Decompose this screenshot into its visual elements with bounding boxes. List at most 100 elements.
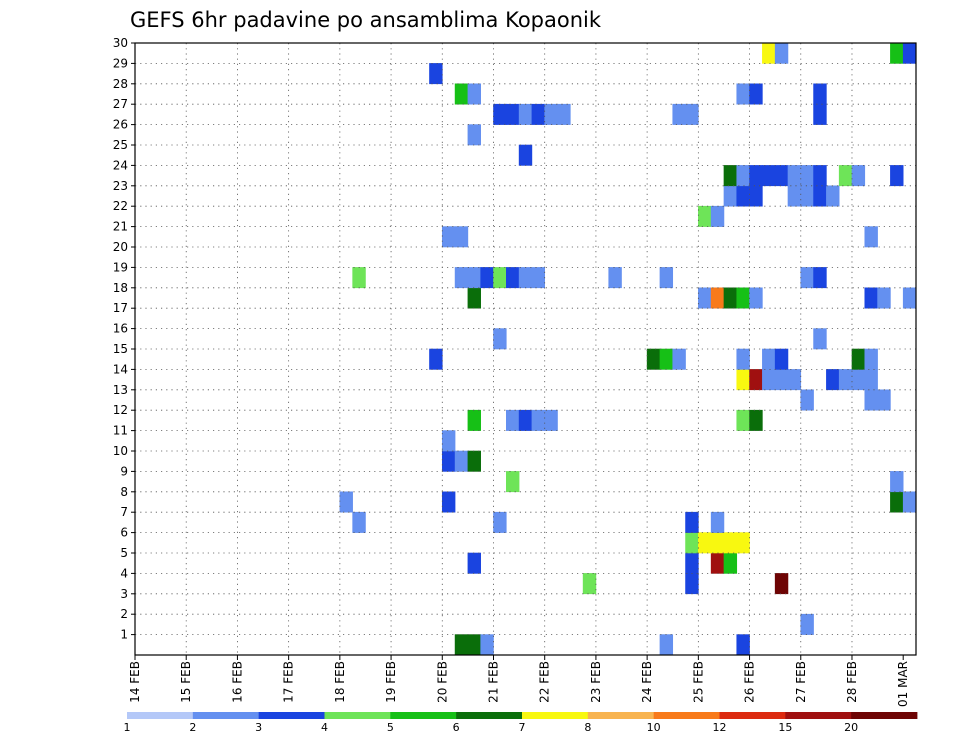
x-tick-label: 17 FEB — [282, 661, 296, 703]
y-tick-label: 20 — [113, 240, 128, 254]
x-tick-label: 27 FEB — [794, 661, 808, 703]
precip-cell — [710, 511, 725, 533]
precip-cell — [685, 573, 699, 595]
y-tick-label: 25 — [113, 138, 128, 152]
y-tick-label: 30 — [113, 36, 128, 50]
precip-cell — [429, 63, 443, 85]
precip-cell — [544, 103, 558, 125]
y-tick-label: 12 — [113, 403, 128, 417]
precip-cell — [531, 103, 545, 125]
x-tick-label: 23 FEB — [589, 661, 603, 703]
precip-cell — [544, 409, 558, 431]
precip-cell — [467, 634, 481, 656]
precip-cell — [813, 267, 827, 289]
y-tick-label: 29 — [113, 56, 128, 70]
precip-cell — [800, 165, 814, 187]
precip-cell — [531, 409, 545, 431]
y-tick-label: 8 — [120, 485, 128, 499]
y-tick-label: 9 — [120, 464, 128, 478]
precip-cell — [518, 144, 533, 166]
x-tick-label: 20 FEB — [435, 661, 449, 703]
y-tick-label: 21 — [113, 220, 128, 234]
precip-cell — [890, 471, 904, 493]
y-tick-label: 3 — [120, 587, 128, 601]
y-tick-label: 23 — [113, 179, 128, 193]
colorbar-label: 1 — [124, 721, 131, 734]
x-tick-label: 14 FEB — [128, 661, 142, 703]
precip-cell — [518, 409, 533, 431]
y-tick-label: 19 — [113, 260, 128, 274]
y-tick-label: 10 — [113, 444, 128, 458]
precip-cell — [736, 409, 750, 431]
precip-cell — [877, 287, 891, 309]
precip-cell — [762, 165, 776, 187]
colorbar-label: 20 — [844, 721, 858, 734]
precip-cell — [429, 348, 443, 370]
precip-cell — [698, 205, 712, 227]
colorbar-label: 2 — [189, 721, 196, 734]
colorbar-label: 4 — [321, 721, 328, 734]
y-tick-label: 5 — [120, 546, 128, 560]
precip-cell — [890, 491, 904, 513]
chart-title: GEFS 6hr padavine po ansamblima Kopaonik — [130, 8, 602, 32]
precip-cell — [672, 103, 686, 125]
precip-cell — [441, 491, 456, 513]
colorbar-label: 6 — [453, 721, 460, 734]
precip-cell — [902, 42, 917, 64]
data-cells — [339, 42, 917, 656]
precip-cell — [736, 348, 750, 370]
precip-cell — [774, 348, 789, 370]
colorbar-label: 12 — [713, 721, 727, 734]
y-tick-label: 27 — [113, 97, 128, 111]
precip-cell — [736, 83, 750, 105]
precip-cell — [480, 634, 494, 656]
precip-cell — [531, 267, 545, 289]
precip-cell — [800, 267, 814, 289]
colorbar-segment — [587, 712, 655, 719]
precip-cell — [749, 83, 763, 105]
y-tick-label: 7 — [120, 505, 128, 519]
precip-cell — [723, 165, 738, 187]
precip-cell — [467, 450, 481, 472]
precip-cell — [813, 328, 827, 350]
y-tick-label: 2 — [120, 607, 128, 621]
precip-cell — [672, 348, 686, 370]
precip-cell — [723, 532, 738, 554]
y-tick-label: 26 — [113, 118, 128, 132]
y-tick-label: 15 — [113, 342, 128, 356]
precip-cell — [352, 267, 366, 289]
precip-cell — [493, 511, 507, 533]
precip-cell — [851, 348, 866, 370]
precip-cell — [454, 267, 469, 289]
y-tick-label: 28 — [113, 77, 128, 91]
precip-cell — [787, 165, 802, 187]
y-tick-label: 17 — [113, 301, 128, 315]
precip-cell — [659, 348, 674, 370]
colorbar-segment — [127, 712, 194, 719]
precip-cell — [685, 511, 699, 533]
precip-cell — [851, 165, 866, 187]
x-tick-label: 19 FEB — [384, 661, 398, 703]
y-tick-label: 11 — [113, 424, 128, 438]
precip-cell — [454, 634, 469, 656]
colorbar-segment — [851, 712, 918, 719]
x-tick-label: 24 FEB — [640, 661, 654, 703]
precip-cell — [493, 328, 507, 350]
colorbar: 1 2 3 4 5 6 7 8 10 12 15 20 — [124, 712, 918, 734]
precip-cell — [774, 42, 789, 64]
precip-cell — [813, 83, 827, 105]
x-tick-label: 26 FEB — [743, 661, 757, 703]
grid-lines — [135, 43, 916, 655]
colorbar-label: 5 — [387, 721, 394, 734]
colorbar-label: 10 — [647, 721, 661, 734]
precip-cell — [506, 267, 520, 289]
precip-cell — [787, 185, 802, 207]
precip-cell — [454, 83, 469, 105]
precip-cell — [890, 165, 904, 187]
colorbar-segment — [653, 712, 720, 719]
precip-cell — [774, 369, 789, 391]
precip-cell — [659, 267, 674, 289]
precip-cell — [749, 185, 763, 207]
y-tick-label: 13 — [113, 383, 128, 397]
